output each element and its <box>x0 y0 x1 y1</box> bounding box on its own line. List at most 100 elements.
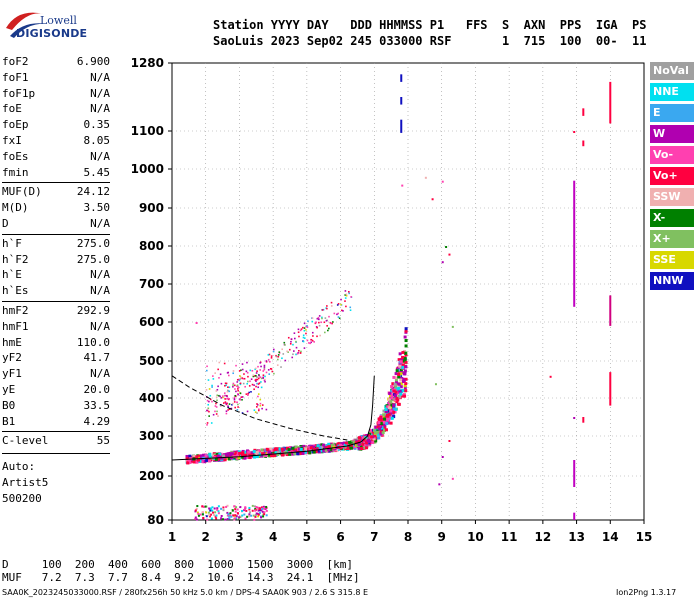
f-trace-point <box>260 450 264 454</box>
spread-point <box>280 366 282 368</box>
spread-point <box>316 335 318 338</box>
f-trace-point <box>370 435 374 439</box>
spread-point <box>242 382 245 385</box>
f-trace-point <box>392 389 396 393</box>
f-trace-point <box>385 418 389 422</box>
spread-point <box>310 338 313 341</box>
spread-point <box>237 389 239 392</box>
f-trace-point <box>355 439 359 443</box>
y-tick-label: 800 <box>139 239 164 253</box>
e-trace-point <box>226 518 229 521</box>
f-trace-point <box>241 451 245 455</box>
spread-point <box>218 361 221 364</box>
legend-item: SSE <box>650 251 694 269</box>
f-trace-point <box>294 445 298 449</box>
spread-point <box>254 368 257 371</box>
f-trace-point <box>208 452 212 456</box>
spread-point <box>265 360 268 362</box>
e-trace-point <box>248 511 251 514</box>
e-trace-point <box>265 514 268 517</box>
spread-point <box>224 382 227 385</box>
f-trace-point <box>276 450 280 454</box>
spread-point <box>284 359 287 362</box>
f-trace-point <box>365 446 369 450</box>
f-trace-point <box>373 434 377 438</box>
e-trace-point <box>265 505 268 508</box>
spread-point <box>232 372 235 375</box>
e-trace-point <box>256 508 259 511</box>
spread-point <box>216 399 218 402</box>
spread-point <box>296 352 299 355</box>
spread-point <box>246 371 249 374</box>
spread-point <box>243 373 245 375</box>
y-tick-label: 1280 <box>131 56 164 70</box>
spread-point <box>247 394 249 396</box>
spread-point <box>288 348 291 351</box>
f-trace-point <box>397 375 401 379</box>
spread-point <box>215 413 218 415</box>
spread-point <box>208 415 210 417</box>
spread-point <box>259 376 262 378</box>
f-trace-point <box>222 454 226 458</box>
e-trace-point <box>222 509 225 512</box>
f-trace-point <box>273 453 277 457</box>
spread-point <box>207 403 210 406</box>
spread-point <box>255 385 257 388</box>
f-trace-point <box>325 446 329 450</box>
f-trace-point <box>376 425 380 429</box>
e-trace-point <box>258 512 261 515</box>
muf-frequency-row: MUF 7.2 7.3 7.7 8.4 9.2 10.6 14.3 24.1 [… <box>2 571 360 584</box>
e-trace-point <box>243 508 246 511</box>
isolated-echo-point <box>451 325 454 328</box>
f-trace-point <box>404 382 408 386</box>
spread-point <box>255 380 257 382</box>
spread-point <box>225 384 227 387</box>
param-label: h`E <box>2 268 22 282</box>
param-row: D N/A <box>2 217 110 233</box>
param-value: N/A <box>90 149 110 163</box>
spread-point <box>248 391 250 394</box>
spread-point <box>308 342 310 344</box>
x-tick-label: 3 <box>235 530 243 544</box>
f-trace-point <box>399 382 403 386</box>
f-trace-point <box>357 439 361 443</box>
f-trace-point <box>365 441 369 445</box>
spread-point <box>220 397 223 399</box>
interference-bar <box>573 180 576 307</box>
f-trace-point <box>382 420 386 424</box>
spread-point <box>237 393 239 396</box>
spread-point <box>277 358 279 361</box>
spread-point <box>247 375 249 378</box>
spread-point <box>318 318 320 321</box>
f-trace-point <box>373 433 377 437</box>
dashed-curve <box>171 375 348 441</box>
spread-point <box>227 386 229 389</box>
e-trace-point <box>211 506 214 509</box>
spread-point <box>228 390 231 393</box>
e-trace-point <box>226 514 229 517</box>
spread-point <box>239 375 241 377</box>
param-row: foF1p N/A <box>2 87 110 103</box>
e-trace-point <box>206 518 209 521</box>
f-trace-point <box>318 446 322 450</box>
spread-point <box>256 378 259 381</box>
f-trace-point <box>327 445 331 449</box>
f-trace-point <box>262 450 266 454</box>
f-trace-point <box>395 376 399 380</box>
spread-point <box>223 362 226 365</box>
spread-point <box>345 293 348 296</box>
e-trace-point <box>260 506 263 509</box>
spread-point <box>282 353 285 355</box>
spread-point <box>224 394 226 397</box>
spread-point <box>262 370 265 372</box>
f-trace-point <box>230 452 234 456</box>
spread-point <box>299 352 302 354</box>
spread-point <box>277 355 280 358</box>
f-trace-point <box>387 398 391 402</box>
f-trace-point <box>343 443 347 447</box>
spread-point <box>326 307 328 310</box>
spread-point <box>236 378 239 381</box>
f-trace-point <box>268 453 272 457</box>
e-trace-point <box>239 506 242 509</box>
y-tick-label: 200 <box>139 469 164 483</box>
